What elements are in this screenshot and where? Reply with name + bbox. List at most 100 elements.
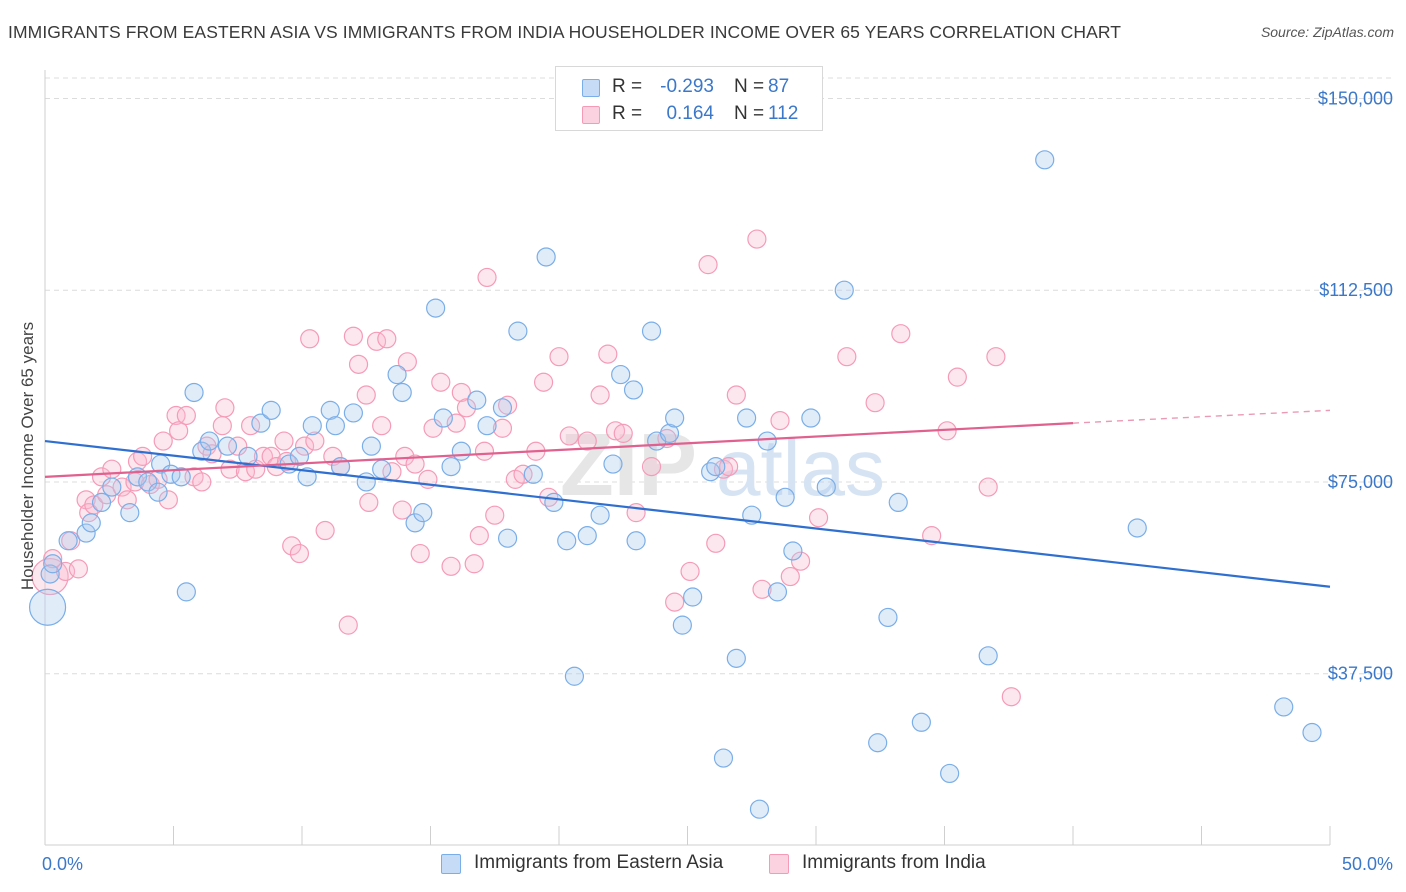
india-point bbox=[464, 554, 484, 574]
india-point bbox=[780, 566, 800, 587]
legend-label-india: Immigrants from India bbox=[802, 852, 986, 873]
eastern-asia-point bbox=[498, 528, 518, 548]
eastern-asia-point bbox=[888, 492, 908, 513]
india-point bbox=[474, 441, 495, 461]
eastern-asia-point bbox=[590, 505, 610, 525]
eastern-asia-point bbox=[611, 364, 631, 385]
trend-lines bbox=[44, 409, 1331, 588]
eastern-asia-point bbox=[603, 454, 623, 474]
eastern-asia-point bbox=[726, 648, 746, 668]
eastern-asia-point bbox=[767, 582, 788, 602]
legend-n-value: 112 bbox=[768, 103, 799, 124]
y-tick-label: $150,000 bbox=[1318, 88, 1393, 108]
eastern-asia-point bbox=[58, 531, 78, 551]
eastern-asia-point bbox=[683, 587, 703, 607]
eastern-asia-point bbox=[372, 459, 392, 479]
eastern-asia-point bbox=[343, 403, 363, 423]
india-point bbox=[598, 344, 618, 364]
eastern-asia-point bbox=[757, 431, 777, 451]
eastern-asia-point bbox=[523, 464, 543, 484]
india-point bbox=[680, 561, 700, 582]
eastern-asia-point bbox=[433, 408, 453, 428]
india-point bbox=[726, 385, 746, 405]
india-point bbox=[274, 431, 294, 451]
legend-swatch-india bbox=[769, 854, 789, 874]
y-axis-label: Householder Income Over 65 years bbox=[18, 322, 37, 590]
legend-swatch-eastern-asia bbox=[441, 854, 461, 874]
india-point bbox=[808, 508, 829, 528]
india-point bbox=[405, 454, 425, 474]
legend-row-india: R = 0.164 N = 112 bbox=[556, 102, 822, 128]
eastern-asia-point bbox=[801, 408, 821, 428]
eastern-asia-point bbox=[261, 400, 281, 420]
india-point bbox=[282, 536, 302, 556]
eastern-asia-point bbox=[1274, 697, 1294, 717]
eastern-asia-point bbox=[713, 748, 734, 768]
india-point bbox=[641, 457, 662, 477]
y-tick-label: $75,000 bbox=[1328, 472, 1393, 492]
legend-n-value: 87 bbox=[768, 76, 790, 97]
india-point bbox=[91, 467, 112, 487]
india-point bbox=[133, 446, 153, 466]
india-point bbox=[513, 464, 533, 484]
legend-r-value: 0.164 bbox=[666, 103, 714, 124]
india-point bbox=[446, 413, 466, 433]
eastern-asia-point bbox=[544, 492, 564, 513]
india-point bbox=[359, 492, 379, 513]
india-point bbox=[752, 579, 772, 599]
gridlines bbox=[45, 77, 1392, 675]
eastern-asia-point bbox=[536, 247, 556, 267]
eastern-asia-point bbox=[43, 554, 63, 574]
x-tick-label: 0.0% bbox=[42, 854, 83, 874]
india-point bbox=[770, 410, 790, 431]
india-point bbox=[665, 592, 685, 612]
india-point bbox=[456, 398, 477, 418]
eastern-asia-point bbox=[577, 526, 597, 546]
legend-r-label: R = bbox=[612, 103, 643, 124]
india-point bbox=[469, 526, 489, 546]
india-point bbox=[698, 255, 718, 275]
india-point bbox=[31, 557, 69, 596]
india-point bbox=[276, 451, 297, 472]
eastern-asia-point bbox=[199, 431, 220, 451]
eastern-asia-point bbox=[426, 298, 446, 318]
india-point bbox=[891, 324, 911, 344]
eastern-asia-point bbox=[148, 482, 168, 502]
eastern-asia-point bbox=[356, 472, 376, 492]
eastern-asia-point bbox=[251, 413, 271, 433]
chart-title: IMMIGRANTS FROM EASTERN ASIA VS IMMIGRAN… bbox=[8, 22, 1122, 42]
eastern-asia-point bbox=[387, 364, 407, 385]
india-point bbox=[423, 418, 443, 438]
india-point bbox=[305, 431, 325, 451]
india-point bbox=[577, 431, 597, 451]
india-point bbox=[397, 352, 417, 372]
eastern-asia-point bbox=[184, 382, 204, 403]
eastern-asia-point bbox=[623, 380, 644, 400]
eastern-asia-point bbox=[665, 408, 685, 428]
watermark-zip: ZIP bbox=[560, 415, 697, 514]
eastern-asia-point bbox=[868, 733, 888, 753]
eastern-asia-point bbox=[120, 503, 140, 523]
india-point bbox=[176, 405, 196, 426]
eastern-asia-point bbox=[1127, 518, 1147, 538]
eastern-asia-point bbox=[701, 462, 721, 482]
india-point bbox=[43, 549, 63, 569]
legend-r-label: R = bbox=[612, 76, 643, 97]
eastern-asia-point bbox=[564, 666, 585, 686]
legend-r-value: -0.293 bbox=[660, 76, 714, 97]
legend-swatch-eastern-asia bbox=[582, 79, 600, 97]
eastern-asia-point bbox=[878, 607, 898, 628]
eastern-asia-point bbox=[91, 492, 112, 513]
eastern-asia-point bbox=[1302, 722, 1322, 743]
eastern-asia-point bbox=[508, 321, 528, 341]
india-point bbox=[613, 423, 633, 443]
india-point bbox=[865, 393, 885, 413]
eastern-asia-point bbox=[816, 477, 836, 497]
india-point bbox=[315, 520, 335, 541]
eastern-asia-point bbox=[706, 457, 726, 477]
eastern-asia-point bbox=[81, 513, 101, 533]
india-trend-extension bbox=[1072, 409, 1331, 424]
india-point bbox=[377, 329, 397, 349]
india-point bbox=[395, 446, 415, 466]
